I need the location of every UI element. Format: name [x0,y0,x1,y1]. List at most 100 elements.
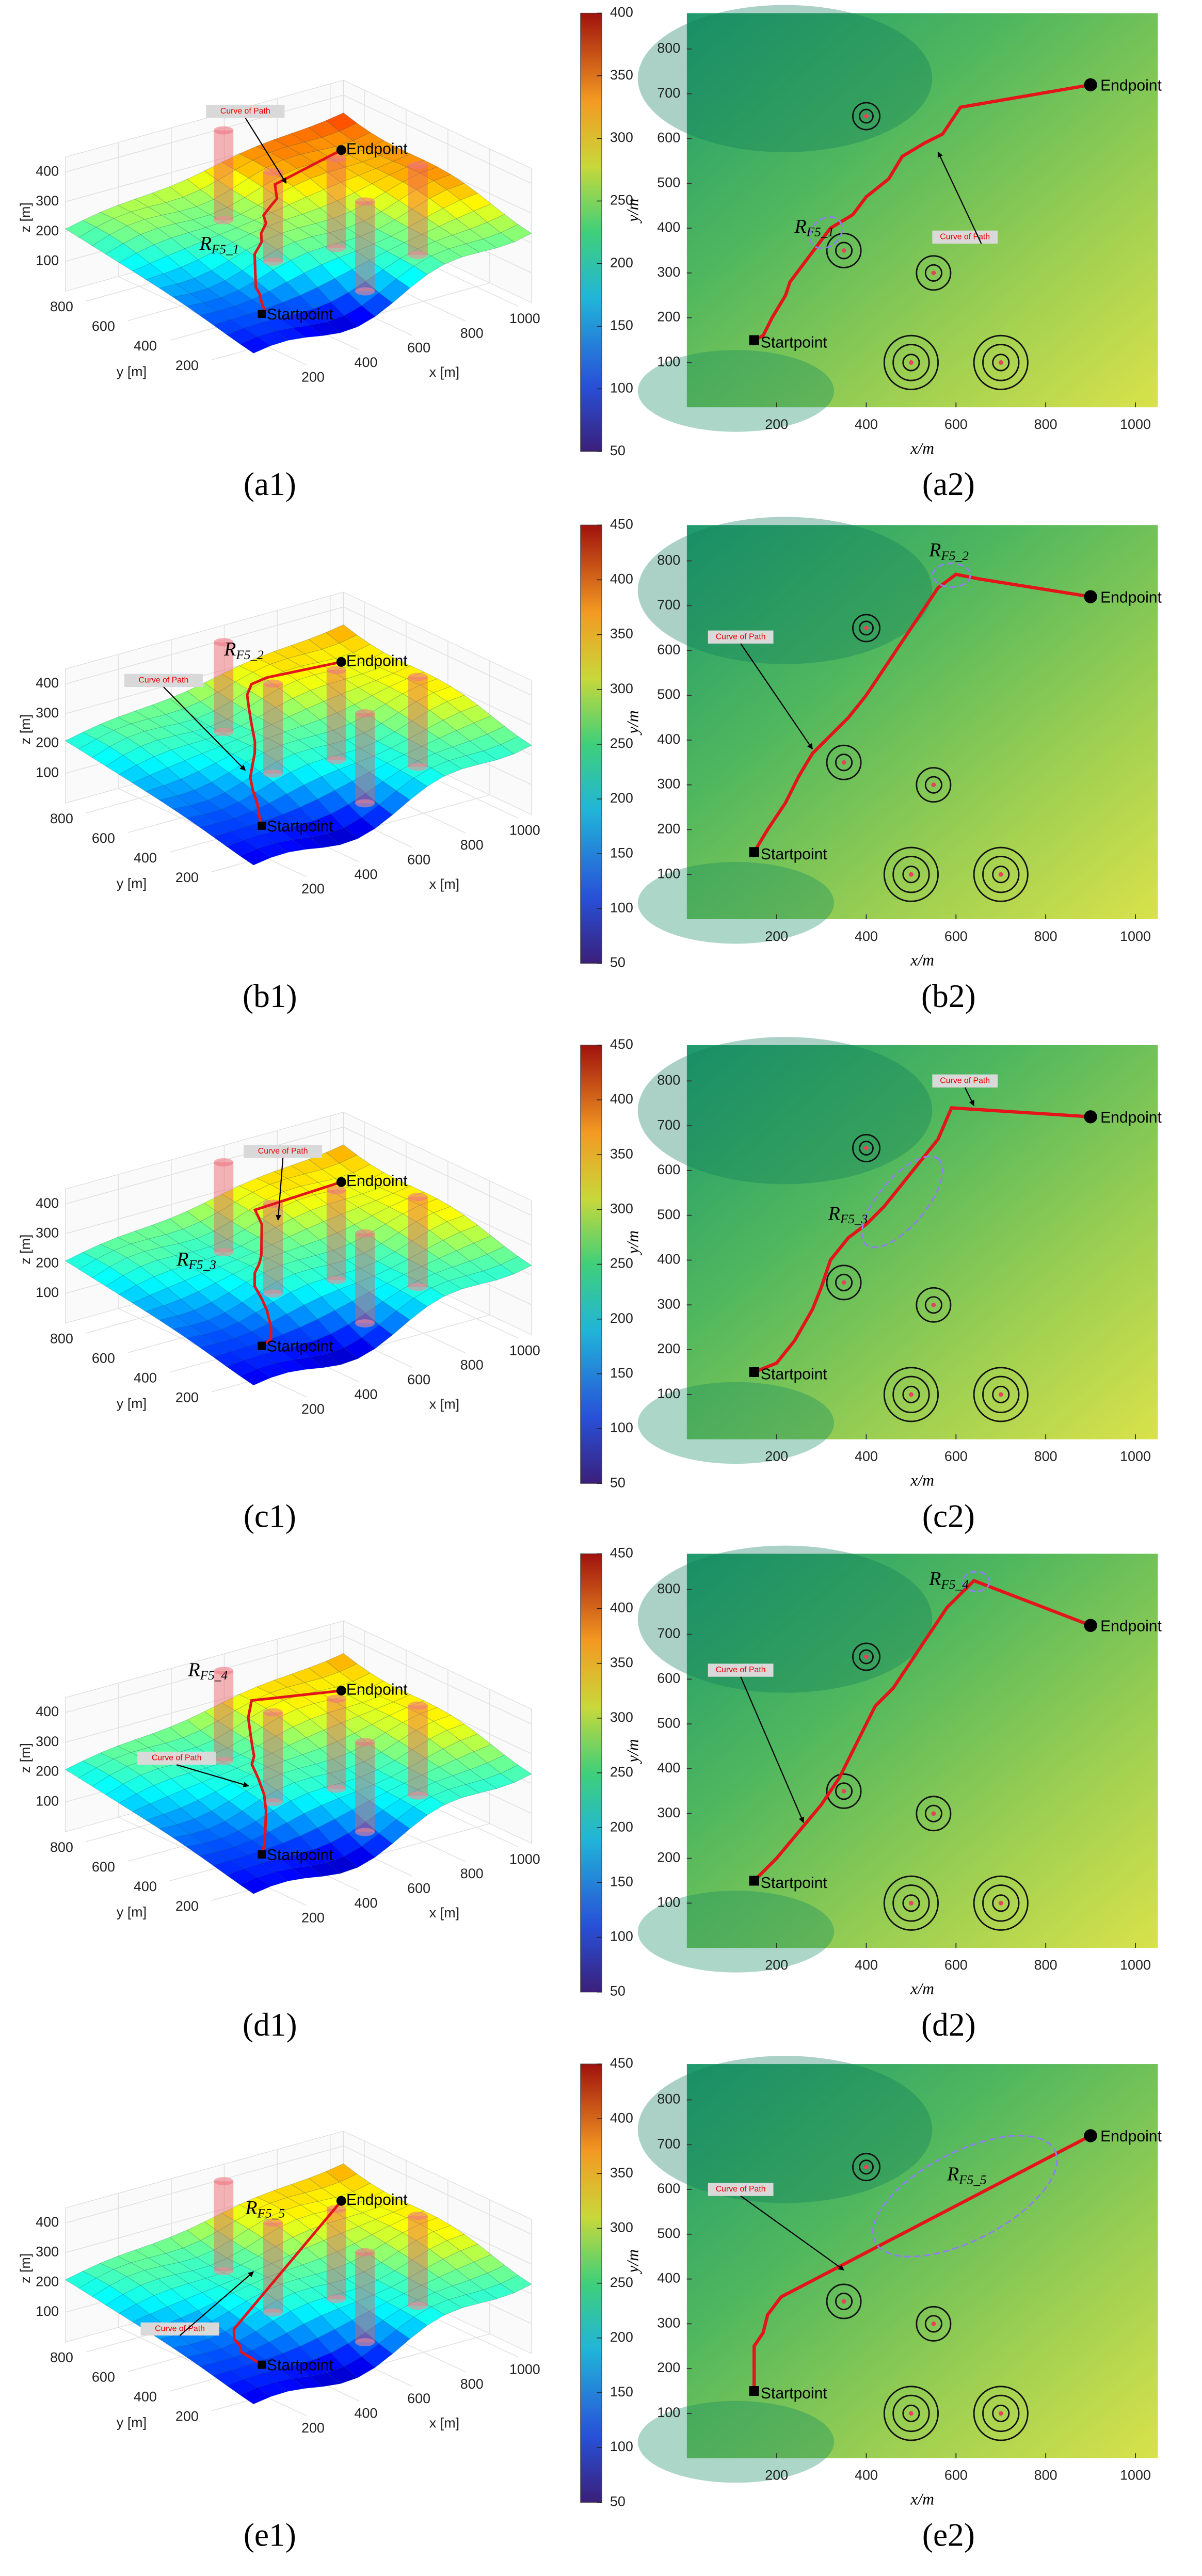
end-label: Endpoint [1100,77,1162,94]
terrain-surface [201,1266,234,1284]
threat-center [841,760,846,765]
threat-center [931,2321,936,2326]
terrain-surface [230,1854,262,1869]
curve-label: Curve of Path [716,2185,766,2194]
y-tick-label: 100 [657,866,680,881]
terrain-surface [371,1206,404,1225]
threat-ring [973,1367,1029,1422]
colorbar-tick-label: 100 [610,1929,633,1944]
threat-cylinder [355,1742,375,1832]
terrain-map [686,525,1158,919]
terrain-surface [134,2244,167,2259]
terrain-surface [198,2301,230,2322]
end-marker [1084,2129,1097,2142]
y-tick-label: 700 [657,2136,680,2151]
terrain-surface [280,739,313,754]
curve-label-box [140,2322,219,2336]
terrain-surface [313,1842,345,1863]
terrain-surface [294,236,326,253]
highlight-sub: F5_3 [188,1258,216,1272]
map-panel: 200 400 600 800 1000 100 200 300 400 500 600 700 800… [624,5,1162,502]
threat-ring [992,354,1010,372]
terrain-surface [274,2378,307,2392]
curve-arrow [163,686,246,771]
colorbar-tick-label: 150 [610,2384,633,2399]
y-tick-label: 200 [175,2409,199,2424]
threat-center [908,872,913,877]
terrain-surface [189,2339,222,2354]
threat-ring [916,255,952,291]
terrain-surface [172,2344,204,2358]
terrain-surface [263,745,295,762]
x-tick-label: 400 [855,2468,878,2483]
terrain-surface [263,2284,295,2301]
terrain-surface [145,785,178,801]
start-marker [749,1876,759,1886]
x-tick-label: 1000 [1120,929,1151,944]
terrain-surface [194,1302,226,1321]
cylinder-base [214,1248,234,1257]
threat-cylinder [263,2222,283,2313]
cylinder-base [408,762,428,771]
terrain-surface [221,153,253,171]
cylinder-base [355,287,375,296]
start-marker [749,1367,759,1377]
y-tick-label: 300 [657,1296,680,1311]
terrain-surface [145,274,178,289]
terrain-surface [351,1800,383,1822]
x-tick-label: 400 [355,1895,378,1911]
terrain-surface [389,167,421,182]
curve-arrow [176,1764,249,1787]
terrain-surface [298,1764,330,1778]
colorbar-tick-label: 250 [610,1764,633,1780]
terrain-surface [378,2329,410,2355]
y-tick-label: 200 [175,1898,199,1914]
colorbar-tick-label: 400 [610,1091,633,1107]
terrain-surface [344,305,376,327]
grid-line [65,2145,532,2235]
terrain-surface [126,1251,158,1267]
cylinder-base [263,769,283,778]
terrain-surface [294,1268,326,1285]
y-tick-label: 200 [175,358,199,373]
threat-ring [992,2404,1010,2423]
terrain-surface [389,1198,421,1214]
terrain-surface [308,2171,340,2189]
terrain-surface [298,223,330,237]
x-tick-label: 400 [355,2406,378,2421]
y-tick-label: 600 [92,1350,115,1366]
terrain-surface [109,2276,141,2295]
terrain-surface [352,644,384,661]
terrain-surface [465,2290,498,2304]
threat-cylinder [263,1712,283,1802]
x-tick-label: 1000 [1120,1449,1151,1464]
end-label: Endpoint [1100,2128,1162,2145]
x-tick-label: 400 [855,1957,878,1973]
terrain-surface [185,302,218,316]
caption: (a2) [922,466,975,502]
terrain-surface [288,709,320,727]
terrain-surface [307,246,340,265]
terrain-surface [174,219,207,233]
terrain-surface [378,1310,410,1336]
curve-label: Curve of Path [716,1666,766,1674]
x-tick-label: 800 [460,1866,484,1881]
terrain-surface [65,1252,97,1270]
threat-cylinder [263,171,283,262]
terrain-surface [322,131,354,147]
cylinder-cap [214,2177,234,2185]
z-tick-label: 300 [36,1734,59,1749]
grid-line [65,1126,532,1216]
cylinder-cap [408,673,428,681]
y-tick-label: 100 [657,354,680,369]
y-tick-label: 100 [657,1894,680,1910]
cylinder-base [355,1828,375,1836]
terrain-surface [239,848,271,866]
x-tick-label: 200 [301,1910,325,1925]
terrain-surface [327,2218,359,2234]
threat-ring [883,1875,939,1931]
cylinder-base [214,216,234,225]
x-tick-label: 600 [944,2468,968,2483]
cylinder-base [355,1319,375,1327]
x-tick-label: 1000 [1120,417,1151,432]
